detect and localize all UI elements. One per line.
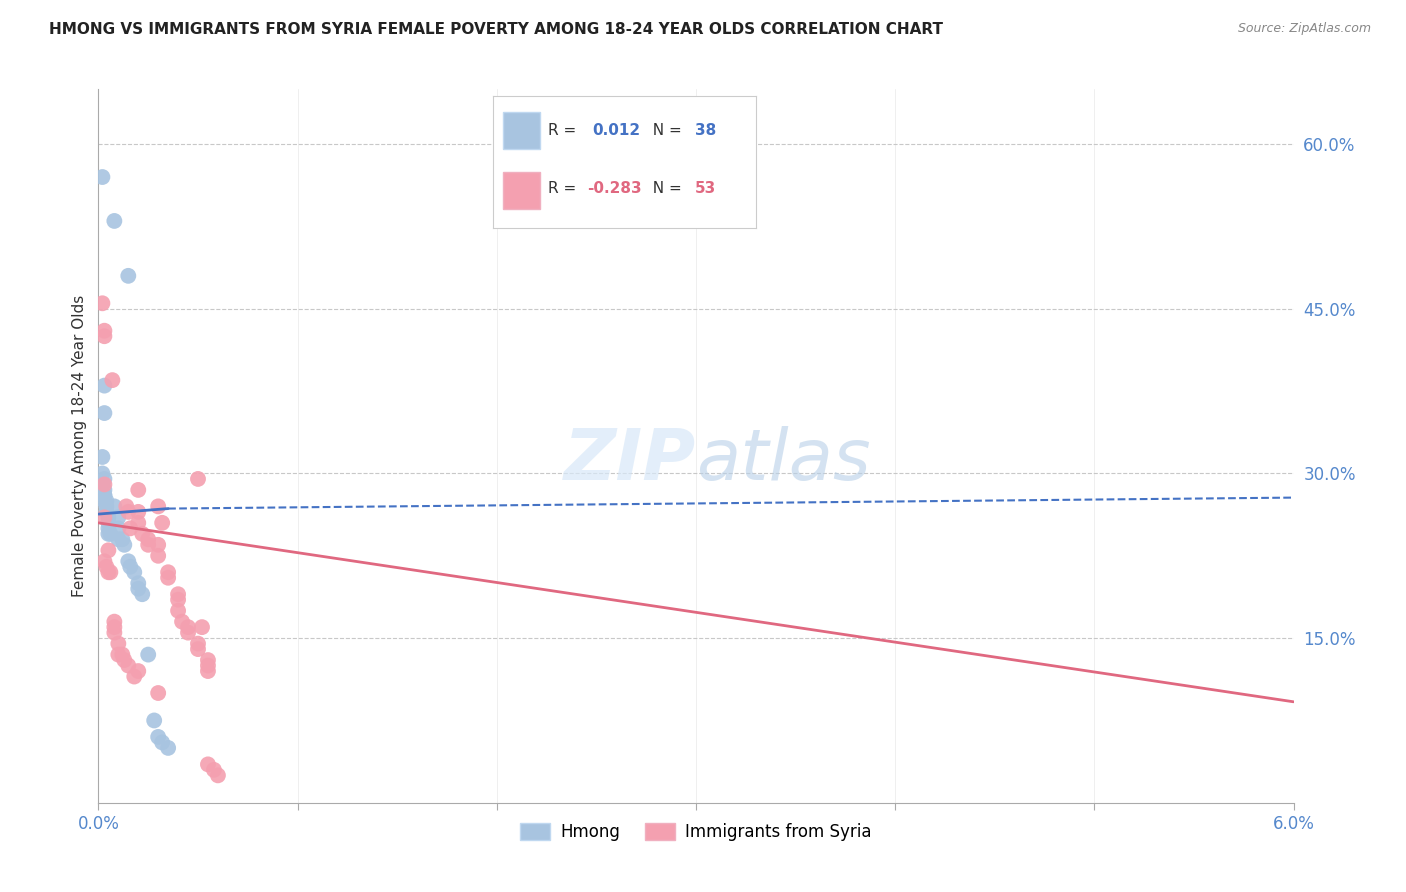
Point [103,625,125,640]
Text: ZIP: ZIP [564,425,696,495]
Point [197,757,219,772]
Point [150,735,173,749]
Point [207,768,229,782]
Point [96,559,118,574]
Text: atlas: atlas [696,425,870,495]
Point [93,472,115,486]
Point [97,516,120,530]
Point [127,483,149,497]
Point [177,620,200,634]
Point [93,494,115,508]
Point [124,566,146,580]
Point [148,686,170,700]
Point [131,587,153,601]
Point [93,488,115,502]
Point [127,576,149,591]
Point [107,510,129,524]
Point [197,658,219,673]
Point [172,615,194,629]
Point [93,329,115,343]
Point [107,648,129,662]
Point [115,500,138,514]
Point [197,664,219,678]
Point [187,642,209,657]
Point [157,740,180,755]
Point [148,538,170,552]
Point [143,714,166,728]
Point [93,378,115,392]
Point [93,510,115,524]
Point [136,648,159,662]
Point [91,450,114,464]
Point [107,533,129,547]
Point [107,637,129,651]
Point [91,467,114,481]
Point [127,516,149,530]
Point [98,526,122,541]
Point [202,763,225,777]
Point [197,653,219,667]
Point [177,625,200,640]
Y-axis label: Female Poverty Among 18-24 Year Olds: Female Poverty Among 18-24 Year Olds [72,295,87,597]
Point [103,620,125,634]
Point [98,566,122,580]
Point [148,500,170,514]
Point [97,526,120,541]
Point [127,664,149,678]
Point [96,500,118,514]
Point [117,268,139,283]
Point [93,324,115,338]
Point [112,538,135,552]
Point [124,669,146,683]
Point [167,592,190,607]
Legend: Hmong, Immigrants from Syria: Hmong, Immigrants from Syria [513,816,879,848]
Point [127,505,149,519]
Point [167,604,190,618]
Point [96,505,118,519]
Point [112,653,135,667]
Point [91,477,114,491]
Point [91,296,114,310]
Point [91,169,114,184]
Point [96,494,118,508]
Point [150,516,173,530]
Point [97,543,120,558]
Point [103,500,125,514]
Point [103,214,125,228]
Point [93,406,115,420]
Point [93,488,115,502]
Point [107,521,129,535]
Point [148,730,170,744]
Point [148,549,170,563]
Point [111,533,134,547]
Point [120,521,142,535]
Point [103,615,125,629]
Point [120,559,142,574]
Point [97,510,120,524]
Point [117,505,139,519]
Point [136,538,159,552]
Point [187,472,209,486]
Point [131,526,153,541]
Text: Source: ZipAtlas.com: Source: ZipAtlas.com [1237,22,1371,36]
Point [167,587,190,601]
Point [157,566,180,580]
Point [111,648,134,662]
Point [117,554,139,568]
Point [191,620,214,634]
Point [157,571,180,585]
Point [136,533,159,547]
Point [93,554,115,568]
Point [97,521,120,535]
Point [97,566,120,580]
Point [93,477,115,491]
Point [127,582,149,596]
Point [93,483,115,497]
Point [117,658,139,673]
Point [187,637,209,651]
Point [101,373,124,387]
Text: HMONG VS IMMIGRANTS FROM SYRIA FEMALE POVERTY AMONG 18-24 YEAR OLDS CORRELATION : HMONG VS IMMIGRANTS FROM SYRIA FEMALE PO… [49,22,943,37]
